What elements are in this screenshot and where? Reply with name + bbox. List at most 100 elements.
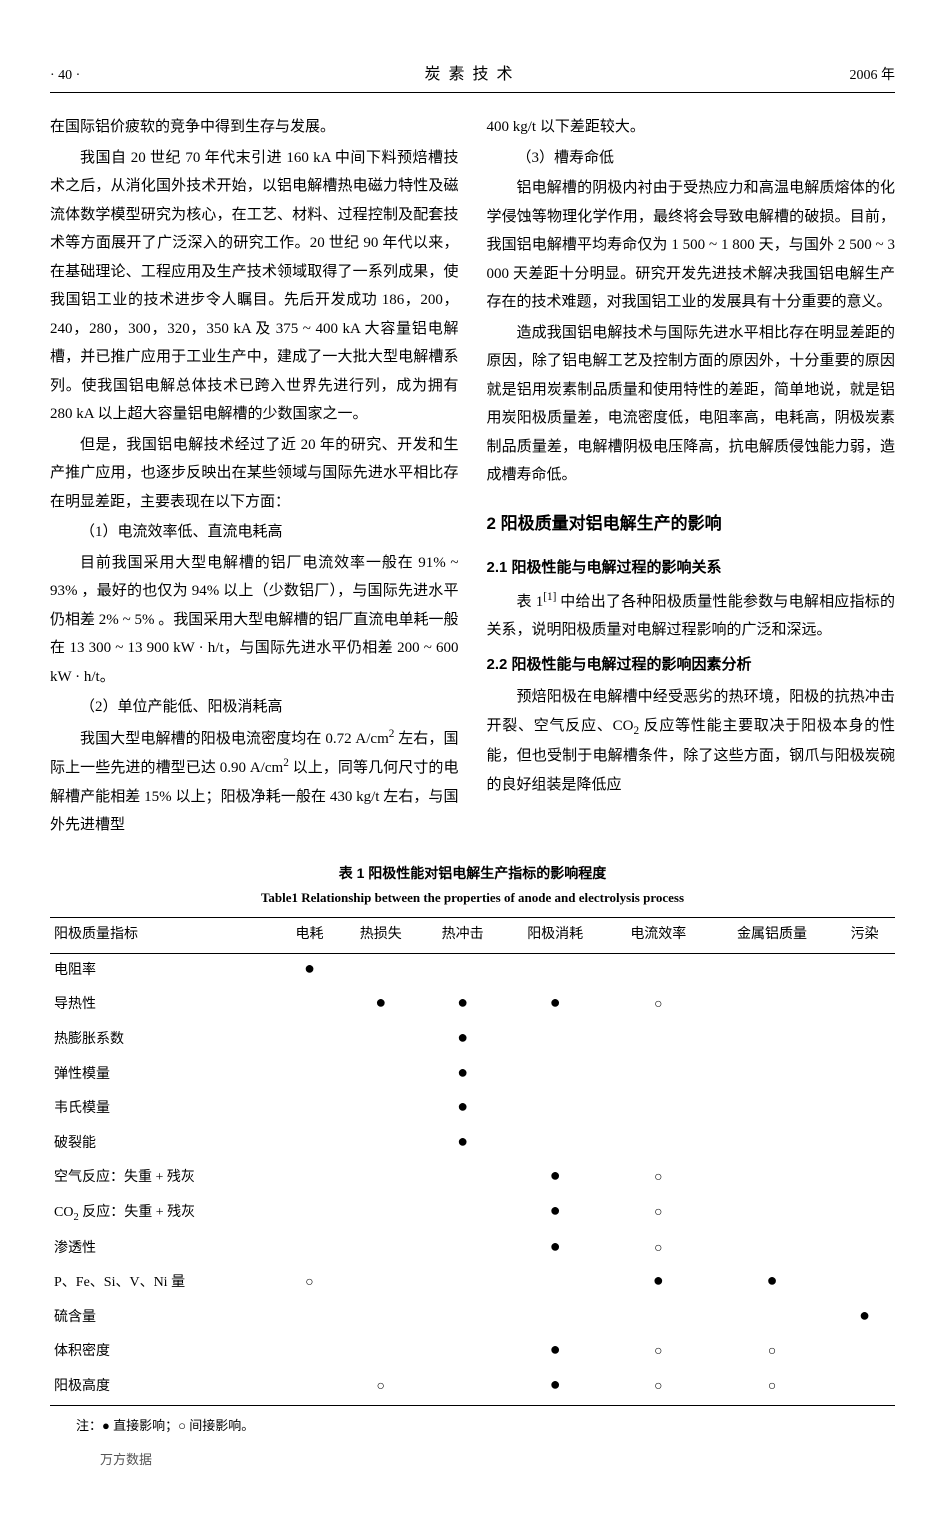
table-cell (834, 988, 895, 1023)
page-header: · 40 · 炭素技术 2006 年 (50, 60, 895, 93)
table-cell (504, 1301, 607, 1336)
table-cell (279, 1370, 340, 1405)
para: （3）槽寿命低 (487, 144, 896, 173)
section-heading: 2 阳极质量对铝电解生产的影响 (487, 508, 896, 540)
citation: [1] (543, 591, 556, 603)
table-header-cell: 污染 (834, 918, 895, 954)
table-cell: ● (422, 1023, 504, 1058)
para: 但是，我国铝电解技术经过了近 20 年的研究、开发和生产推广应用，也逐步反映出在… (50, 431, 459, 517)
table-cell (279, 1196, 340, 1232)
table-header-cell: 金属铝质量 (710, 918, 834, 954)
table-cell: ● (504, 1370, 607, 1405)
table-cell (340, 1023, 422, 1058)
table-cell (504, 1023, 607, 1058)
table-header-cell: 电流效率 (607, 918, 710, 954)
table-cell: ● (710, 1266, 834, 1301)
table-cell (279, 1023, 340, 1058)
year: 2006 年 (695, 63, 895, 90)
table-cell: ● (279, 953, 340, 988)
table-cell: ● (504, 1196, 607, 1232)
table-cell (710, 1232, 834, 1267)
para: （2）单位产能低、阳极消耗高 (50, 693, 459, 722)
row-label: 弹性模量 (50, 1058, 279, 1093)
table-cell: ● (504, 1335, 607, 1370)
table-row: CO2 反应：失重 + 残灰 ●○ (50, 1196, 895, 1232)
table-cell: ○ (710, 1335, 834, 1370)
table-cell (504, 1127, 607, 1162)
table-cell (834, 1266, 895, 1301)
para: 我国自 20 世纪 70 年代末引进 160 kA 中间下料预焙槽技术之后，从消… (50, 144, 459, 429)
table-cell (834, 1092, 895, 1127)
table-cell: ● (504, 988, 607, 1023)
table-cell (422, 1266, 504, 1301)
table-cell (607, 1092, 710, 1127)
table-cell: ● (504, 1161, 607, 1196)
table-cell: ● (422, 1092, 504, 1127)
para: 预焙阳极在电解槽中经受恶劣的热环境，阳极的抗热冲击开裂、空气反应、CO2 反应等… (487, 683, 896, 799)
table-cell (834, 1232, 895, 1267)
table-cell: ○ (340, 1370, 422, 1405)
table-cell (340, 1196, 422, 1232)
table-row: 硫含量● (50, 1301, 895, 1336)
para: 在国际铝价疲软的竞争中得到生存与发展。 (50, 113, 459, 142)
table-header-cell: 热损失 (340, 918, 422, 954)
table-cell (340, 1232, 422, 1267)
table-cell: ● (422, 1058, 504, 1093)
table-cell (340, 1092, 422, 1127)
anode-properties-table: 阳极质量指标电耗热损失热冲击阳极消耗电流效率金属铝质量污染 电阻率●导热性●●●… (50, 917, 895, 1405)
table-cell (710, 1058, 834, 1093)
table-cell: ○ (607, 1196, 710, 1232)
para: （1）电流效率低、直流电耗高 (50, 518, 459, 547)
table-cell: ○ (710, 1370, 834, 1405)
table-cell (340, 1127, 422, 1162)
table-cell (834, 1370, 895, 1405)
table-row: 电阻率● (50, 953, 895, 988)
table-cell (710, 1127, 834, 1162)
table-cell: ○ (607, 1232, 710, 1267)
page-number: · 40 · (50, 63, 250, 90)
text: 我国大型电解槽的阳极电流密度均在 0.72 A/cm (80, 731, 389, 747)
table-cell (340, 1335, 422, 1370)
table-cell (834, 1023, 895, 1058)
table-cell (710, 1023, 834, 1058)
para: 铝电解槽的阴极内衬由于受热应力和高温电解质熔体的化学侵蚀等物理化学作用，最终将会… (487, 174, 896, 317)
table-cell (834, 1335, 895, 1370)
row-label: 体积密度 (50, 1335, 279, 1370)
table-header-cell: 电耗 (279, 918, 340, 954)
table-cell (504, 1058, 607, 1093)
table-caption-cn: 表 1 阳极性能对铝电解生产指标的影响程度 (50, 860, 895, 887)
table-cell: ● (422, 1127, 504, 1162)
table-row: 阳极高度○●○○ (50, 1370, 895, 1405)
table-cell: ● (607, 1266, 710, 1301)
table-cell: ○ (607, 1161, 710, 1196)
table-cell (279, 1161, 340, 1196)
table-cell: ● (504, 1232, 607, 1267)
table-cell: ○ (607, 1335, 710, 1370)
table-cell (607, 1023, 710, 1058)
table-cell (834, 953, 895, 988)
table-cell (504, 1092, 607, 1127)
row-label: CO2 反应：失重 + 残灰 (50, 1196, 279, 1232)
left-column: 在国际铝价疲软的竞争中得到生存与发展。 我国自 20 世纪 70 年代末引进 1… (50, 113, 459, 842)
row-label: 硫含量 (50, 1301, 279, 1336)
row-label: 破裂能 (50, 1127, 279, 1162)
table-cell: ○ (279, 1266, 340, 1301)
table-cell: ○ (607, 988, 710, 1023)
table-cell (710, 953, 834, 988)
footer: 万方数据 (50, 1448, 895, 1473)
table-row: 破裂能 ● (50, 1127, 895, 1162)
subsection-heading: 2.2 阳极性能与电解过程的影响因素分析 (487, 651, 896, 680)
table-cell (279, 988, 340, 1023)
table-row: 导热性●●●○ (50, 988, 895, 1023)
table-cell: ○ (607, 1370, 710, 1405)
table-row: 韦氏模量● (50, 1092, 895, 1127)
table-cell (710, 1301, 834, 1336)
table-cell (504, 953, 607, 988)
table-row: 弹性模量 ● (50, 1058, 895, 1093)
table-cell (279, 1232, 340, 1267)
table-cell (340, 1161, 422, 1196)
text: 表 1 (517, 594, 544, 610)
table-row: 渗透性●○ (50, 1232, 895, 1267)
table-header-cell: 热冲击 (422, 918, 504, 954)
table-cell (834, 1196, 895, 1232)
